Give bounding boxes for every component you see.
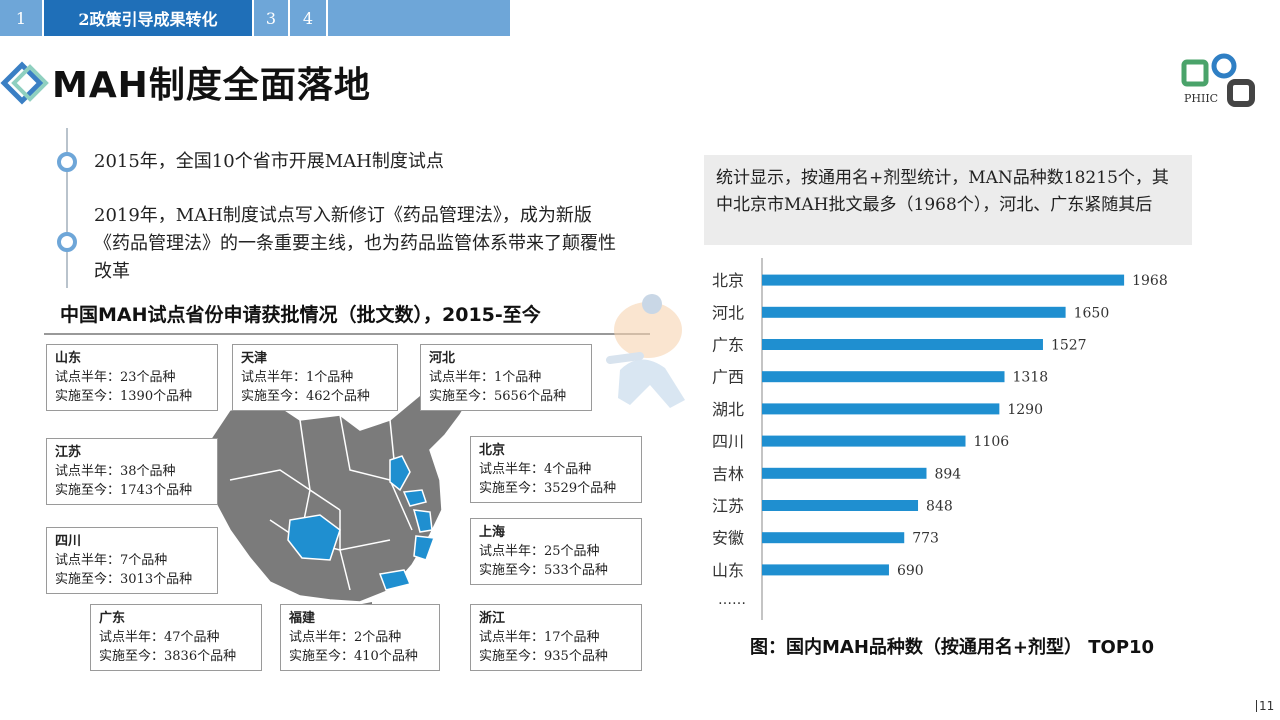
- diamond-icon: [0, 61, 49, 105]
- tab-2[interactable]: 2政策引导成果转化: [44, 0, 254, 36]
- tab-4[interactable]: 4: [290, 0, 328, 36]
- chart-bar: [762, 339, 1043, 350]
- province-box-zhejiang: 浙江 试点半年：17个品种 实施至今：935个品种: [470, 604, 642, 671]
- chart-category-label: 河北: [712, 303, 744, 322]
- map-zhejiang-fujian: [413, 535, 436, 561]
- chart-data-label: 848: [926, 499, 953, 515]
- province-box-hebei: 河北 试点半年：1个品种 实施至今：5656个品种: [420, 344, 592, 411]
- chart-bar: [762, 564, 889, 576]
- timeline-dot: [57, 152, 77, 172]
- logo-text: PHIIC: [1184, 92, 1219, 105]
- chart-data-label: 773: [912, 531, 939, 547]
- map-jiangsu-shanghai: [412, 509, 433, 533]
- section-tab-bar: 1 2政策引导成果转化 3 4: [0, 0, 510, 36]
- tab-3[interactable]: 3: [254, 0, 290, 36]
- province-box-jiangsu: 江苏 试点半年：38个品种 实施至今：1743个品种: [46, 438, 218, 505]
- chart-category-label: 四川: [712, 432, 744, 451]
- province-box-shandong: 山东 试点半年：23个品种 实施至今：1390个品种: [46, 344, 218, 411]
- chart-data-label: 1318: [1013, 370, 1049, 386]
- chart-category-label: 北京: [712, 271, 744, 290]
- chart-bar: [762, 274, 1125, 286]
- chart-category-label: 吉林: [712, 464, 744, 483]
- phiic-logo-icon: [1181, 53, 1255, 107]
- province-box-fujian: 福建 试点半年：2个品种 实施至今：410个品种: [280, 604, 440, 671]
- map-heading: 中国MAH试点省份申请获批情况（批文数），2015-至今: [60, 304, 541, 326]
- chart-category-label: 安徽: [712, 529, 744, 548]
- chart-category-label: 江苏: [712, 497, 744, 516]
- page-number: 11: [1256, 700, 1274, 712]
- timeline-line: [66, 128, 68, 288]
- chart-data-label: 1527: [1051, 338, 1087, 354]
- province-box-sichuan: 四川 试点半年：7个品种 实施至今：3013个品种: [46, 527, 218, 594]
- page-title: MAH制度全面落地: [52, 65, 371, 106]
- chart-bar: [762, 467, 927, 479]
- heading-divider: [44, 333, 650, 335]
- chart-data-label: 1106: [974, 434, 1010, 450]
- chart-bar: [762, 403, 1000, 415]
- chart-data-label: 1650: [1074, 305, 1110, 321]
- province-box-tianjin: 天津 试点半年：1个品种 实施至今：462个品种: [232, 344, 398, 411]
- running-figure-icon: [606, 294, 685, 408]
- mah-bar-chart: 北京 1968 河北 1650 广东 1527 广西 1318 湖北 1290 四川 1106 吉林 89…: [712, 258, 1168, 620]
- chart-bar: [762, 435, 966, 447]
- province-box-guangdong: 广东 试点半年：47个品种 实施至今：3836个品种: [90, 604, 262, 671]
- chart-caption: 图：国内MAH品种数（按通用名+剂型） TOP10: [750, 637, 1155, 658]
- chart-bar: [762, 371, 1005, 383]
- summary-box: 统计显示，按通用名+剂型统计，MAN品种数18215个，其中北京市MAH批文最多…: [704, 155, 1192, 245]
- bullet-2015: 2015年，全国10个省市开展MAH制度试点: [94, 151, 444, 172]
- bullet-2019: 2019年，MAH制度试点写入新修订《药品管理法》，成为新版《药品管理法》的一条…: [94, 205, 616, 282]
- map-mainland: [203, 369, 476, 603]
- map-sichuan: [287, 514, 341, 561]
- chart-category-label: 广东: [712, 336, 744, 355]
- chart-category-label: 广西: [712, 368, 744, 387]
- chart-trailing-label: ……: [718, 592, 746, 608]
- chart-data-label: 690: [897, 563, 924, 579]
- chart-bar: [762, 532, 905, 544]
- province-box-shanghai: 上海 试点半年：25个品种 实施至今：533个品种: [470, 518, 642, 585]
- chart-data-label: 1290: [1007, 402, 1043, 418]
- map-shandong: [402, 489, 427, 507]
- tab-1[interactable]: 1: [0, 0, 44, 36]
- chart-bar: [762, 500, 919, 511]
- map-guangdong: [378, 569, 412, 591]
- chart-data-label: 1968: [1132, 273, 1168, 289]
- chart-category-label: 湖北: [712, 400, 744, 419]
- map-beijing-hebei: [389, 455, 411, 492]
- chart-category-label: 山东: [712, 561, 744, 580]
- province-box-beijing: 北京 试点半年：4个品种 实施至今：3529个品种: [470, 436, 642, 503]
- timeline-dot: [57, 232, 77, 252]
- chart-data-label: 894: [934, 466, 961, 482]
- chart-bar: [762, 306, 1066, 318]
- china-map: [203, 369, 476, 610]
